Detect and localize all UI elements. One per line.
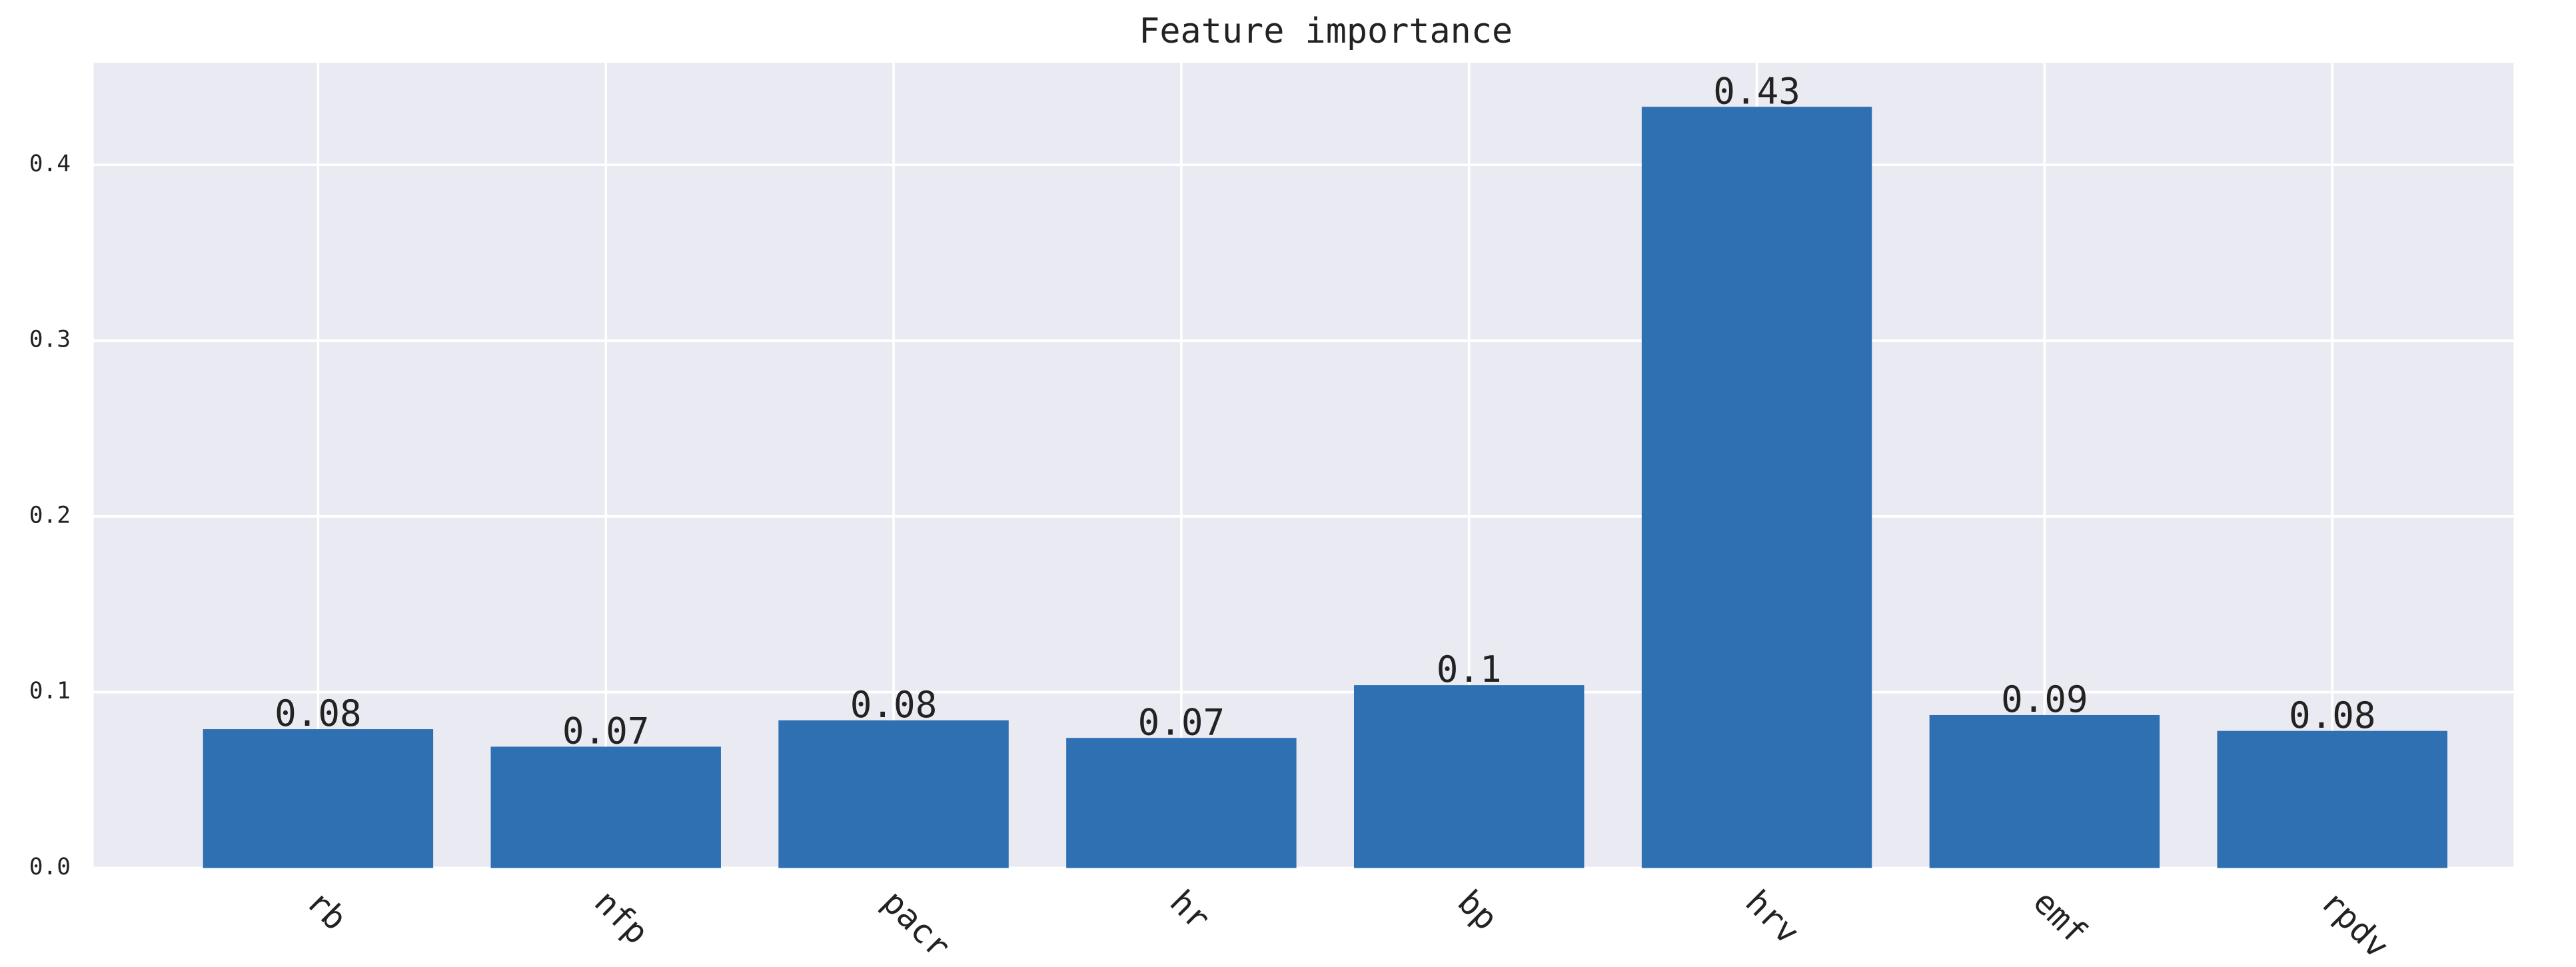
value-label: 0.1 xyxy=(1437,648,1502,690)
bar xyxy=(203,729,434,868)
value-label: 0.43 xyxy=(1713,70,1800,112)
value-label: 0.08 xyxy=(850,684,938,726)
bar xyxy=(1641,107,1872,868)
bar xyxy=(1066,738,1297,868)
y-tick-label: 0.3 xyxy=(29,327,71,353)
bar xyxy=(1353,685,1585,868)
value-label: 0.08 xyxy=(275,692,362,734)
y-tick-label: 0.2 xyxy=(29,502,71,528)
value-label: 0.08 xyxy=(2289,694,2376,736)
x-tick-label: rb xyxy=(299,882,354,938)
x-tick-label: hrv xyxy=(1738,882,1807,952)
y-tick-label: 0.4 xyxy=(29,151,71,177)
x-tick-label: hr xyxy=(1163,882,1218,938)
bar xyxy=(778,720,1009,868)
x-tick-label: emf xyxy=(2026,882,2095,952)
x-tick-label: nfp xyxy=(587,882,656,952)
y-tick-label: 0.0 xyxy=(29,854,71,880)
bar xyxy=(1929,714,2160,868)
x-tick-label: bp xyxy=(1451,882,1506,938)
value-label: 0.07 xyxy=(562,710,650,752)
x-tick-label: pacr xyxy=(875,882,958,966)
x-tick-label: rpdv xyxy=(2313,882,2397,966)
y-tick-label: 0.1 xyxy=(29,678,71,704)
value-label: 0.09 xyxy=(2001,678,2088,720)
bar xyxy=(2217,730,2447,868)
bar xyxy=(490,746,721,868)
chart-title: Feature importance xyxy=(1139,11,1513,51)
value-label: 0.07 xyxy=(1138,701,1225,743)
